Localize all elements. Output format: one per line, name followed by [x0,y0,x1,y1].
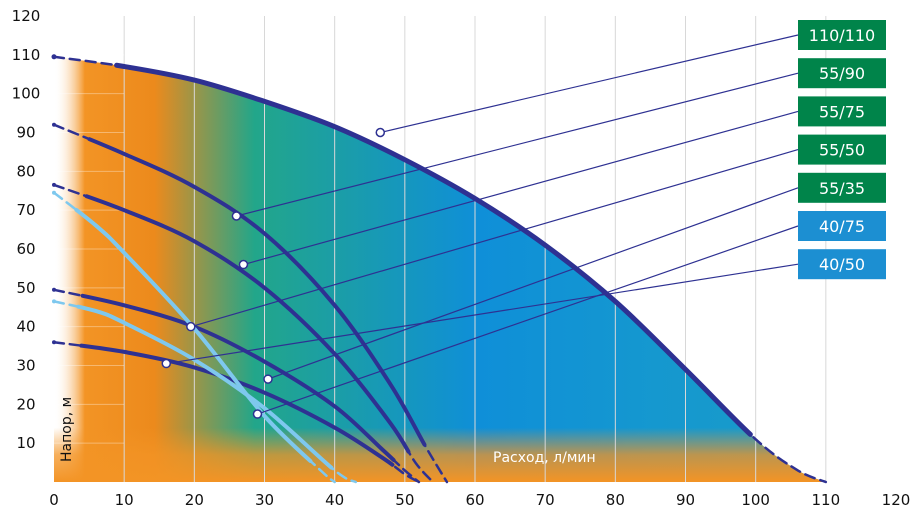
point-marker [375,127,386,138]
x-tick-label: 80 [606,491,625,509]
y-tick-label: 50 [16,279,35,297]
x-tick-label: 0 [49,491,59,509]
area-bottom-band [54,427,826,482]
legend-item: 55/50 [798,134,886,165]
y-tick-label: 100 [12,85,41,103]
legend-tag [798,211,886,241]
legend-item: 40/50 [798,249,886,280]
x-tick-label: 70 [536,491,555,509]
x-axis-title: Расход, л/мин [493,450,596,466]
legend-tag [798,20,886,50]
legend-label: 55/90 [819,64,865,83]
x-tick-label: 20 [185,491,204,509]
legend-label: 40/50 [819,255,865,274]
y-tick-label: 110 [12,46,41,64]
series-curve [52,122,449,484]
legend-item: 40/75 [798,211,886,241]
operating-area-fill [54,56,826,483]
x-tick-label: 90 [676,491,695,509]
leader-line [243,110,799,266]
series-curve [51,54,829,485]
x-tick-label: 50 [395,491,414,509]
x-tick-label: 10 [115,491,134,509]
legend-label: 55/35 [819,179,865,198]
leader-line [257,225,799,415]
y-tick-label: 80 [16,162,35,180]
series-curve [52,299,358,484]
point-marker [252,409,263,419]
y-tick-label: 90 [16,124,35,142]
leader-line [267,187,799,380]
point-marker [186,321,196,332]
legend-tag [798,134,886,165]
point-marker [231,211,242,221]
leader-line [380,34,799,134]
x-tick-label: 120 [882,491,911,509]
legend-label: 110/110 [809,26,875,45]
operating-area [54,56,826,483]
legend-tag [798,249,886,280]
legend: 110/110 55/90 55/75 55/50 55/35 40/75 40/50 [798,20,886,280]
grid-lines [54,16,827,482]
y-tick-label: 10 [16,434,35,452]
leader-lines [166,34,799,415]
legend-label: 55/75 [819,102,865,121]
point-marker [161,358,172,369]
point-marker [263,374,273,384]
y-tick-label: 40 [16,318,35,336]
x-tick-label: 60 [465,491,484,509]
legend-item: 55/75 [798,96,886,127]
point-marker [238,259,249,270]
leader-line [166,263,799,365]
y-tick-label: 120 [12,7,41,25]
y-tick-label: 60 [16,240,35,258]
legend-item: 55/35 [798,172,886,203]
legend-label: 55/50 [819,141,865,160]
y-axis-title: Напор, м [59,397,75,462]
legend-label: 40/75 [819,217,865,236]
legend-item: 55/90 [798,58,886,89]
leader-line [236,72,799,217]
legend-tag [798,172,886,203]
leader-line [190,149,799,328]
legend-tag [798,96,886,127]
series-curve [52,287,421,484]
x-tick-label: 30 [255,491,274,509]
legend-item: 110/110 [798,20,886,50]
series-curve [52,182,435,484]
y-tick-label: 20 [16,395,35,413]
x-tick-label: 100 [741,491,770,509]
x-tick-label: 110 [812,491,841,509]
y-axis-ticks: 10 20 30 40 50 60 70 80 90 100 110 120 [12,7,41,452]
y-tick-label: 70 [16,201,35,219]
x-axis-ticks: 0 10 20 30 40 50 60 70 80 90 100 110 120 [49,491,910,509]
x-tick-label: 40 [325,491,344,509]
point-markers [161,127,386,419]
legend-tag [798,58,886,89]
y-tick-label: 30 [16,357,35,375]
